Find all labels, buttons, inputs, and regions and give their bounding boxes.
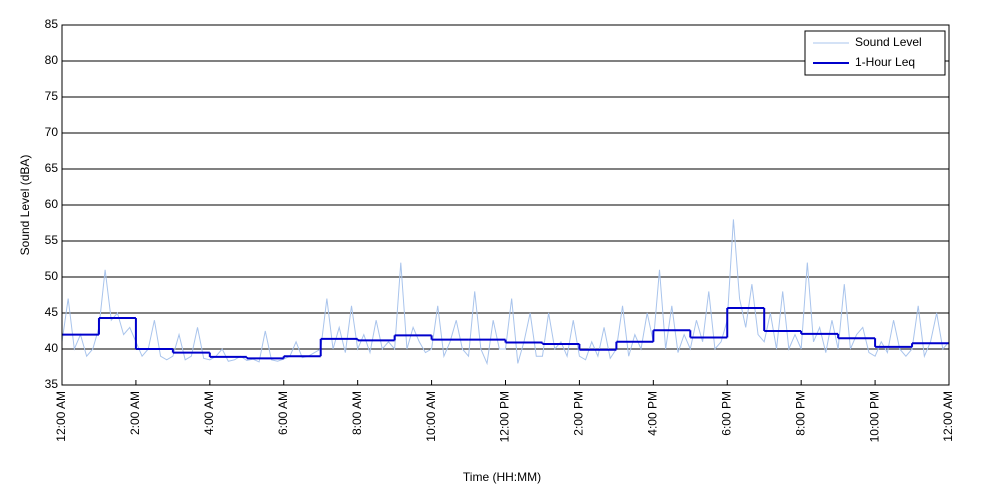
line: [61, 219, 950, 366]
legend-label: Sound Level: [855, 35, 922, 49]
plot-frame: [61, 24, 950, 386]
x-tick-label: 8:00 AM: [350, 391, 364, 435]
x-tick-label: 10:00 PM: [867, 391, 881, 442]
y-tick-label: 35: [45, 377, 59, 391]
y-tick-label: 75: [45, 89, 59, 103]
y-tick-label: 70: [45, 125, 59, 139]
x-tick-label: 12:00 PM: [498, 391, 512, 442]
x-tick-label: 4:00 PM: [646, 391, 660, 436]
legend-box: [804, 30, 946, 76]
x-tick-label: 2:00 AM: [128, 391, 142, 435]
y-tick-label: 55: [45, 233, 59, 247]
x-tick-label: 12:00 AM: [941, 391, 955, 442]
y-tick-label: 80: [45, 53, 59, 67]
legend-label: 1-Hour Leq: [855, 55, 915, 69]
y-tick-label: 60: [45, 197, 59, 211]
x-tick-label: 4:00 AM: [202, 391, 216, 435]
x-tick-label: 6:00 PM: [719, 391, 733, 436]
y-tick-label: 50: [45, 269, 59, 283]
y-axis-label: Sound Level (dBA): [18, 155, 32, 256]
y-tick-label: 85: [45, 17, 59, 31]
x-tick-label: 2:00 PM: [572, 391, 586, 436]
y-tick-label: 45: [45, 305, 59, 319]
x-tick-label: 10:00 AM: [424, 391, 438, 442]
x-tick-label: 8:00 PM: [793, 391, 807, 436]
x-tick-label: 6:00 AM: [276, 391, 290, 435]
y-tick-label: 40: [45, 341, 59, 355]
y-tick-label: 65: [45, 161, 59, 175]
x-axis-label: Time (HH:MM): [463, 470, 541, 484]
x-tick-label: 12:00 AM: [54, 391, 68, 442]
